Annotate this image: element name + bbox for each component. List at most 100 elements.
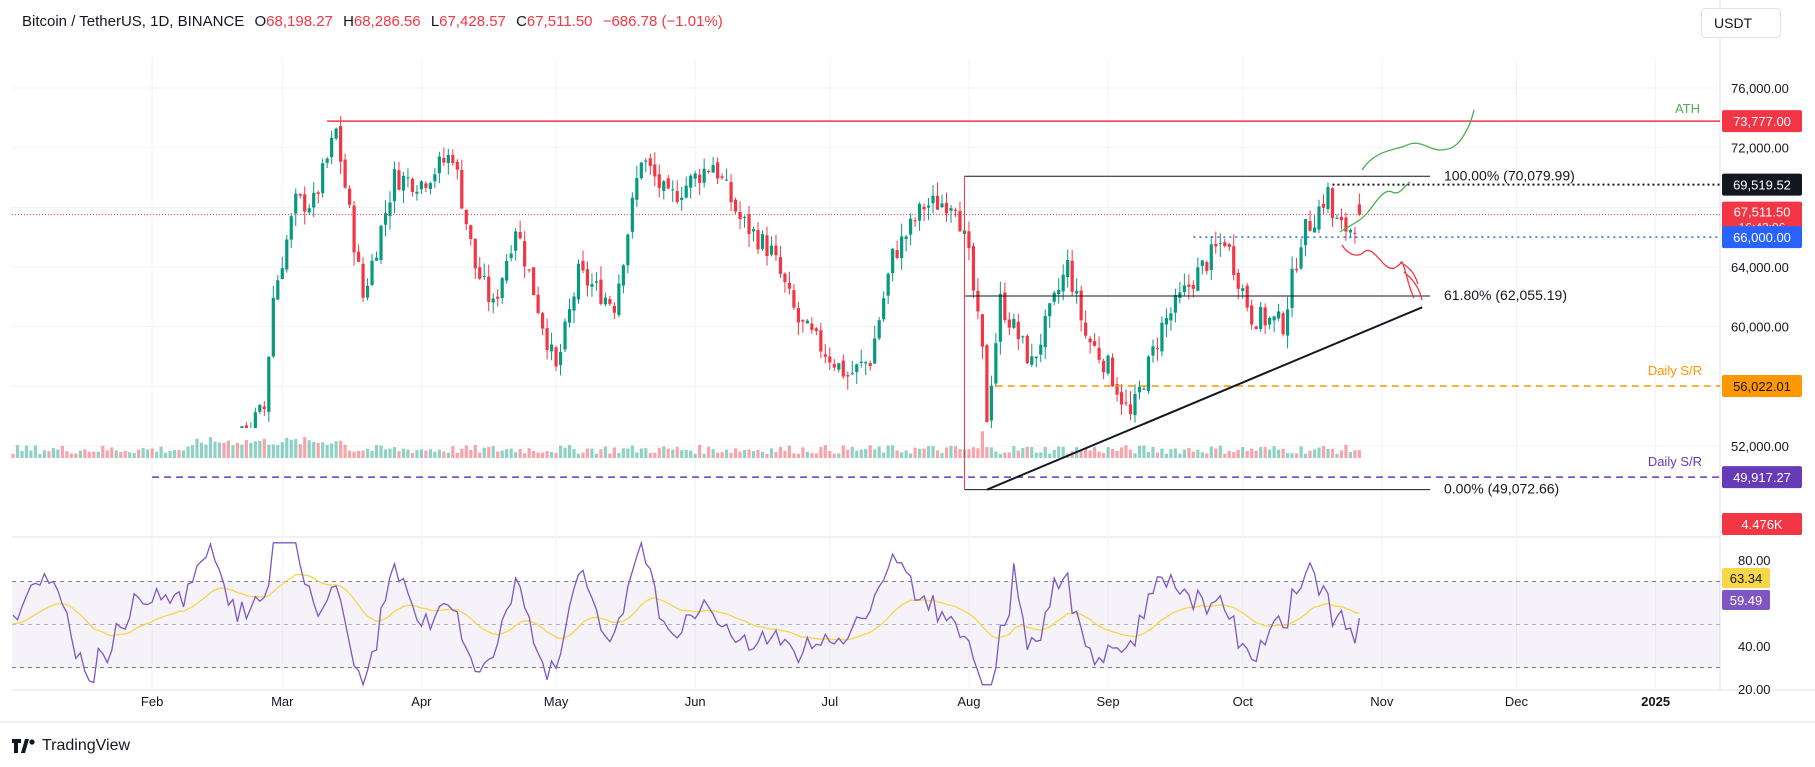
- candle-body: [617, 283, 621, 316]
- volume-bar: [900, 452, 904, 458]
- volume-bar: [626, 448, 630, 458]
- volume-bar: [249, 442, 253, 458]
- ascending-trendline: [986, 306, 1423, 491]
- volume-bar: [1110, 448, 1115, 458]
- volume-bar: [675, 446, 679, 458]
- volume-bar: [882, 452, 886, 458]
- volume-bar: [222, 442, 226, 458]
- candle-body: [240, 426, 244, 428]
- volume-bar: [1097, 451, 1101, 458]
- candle-body: [590, 284, 594, 287]
- volume-bar: [846, 449, 850, 458]
- volume-bar: [213, 441, 217, 458]
- volume-bar: [868, 445, 872, 458]
- candle-body: [648, 158, 652, 166]
- volume-bar: [1191, 451, 1195, 458]
- volume-bar: [289, 439, 293, 458]
- volume-bar: [935, 450, 940, 458]
- volume-bar: [765, 453, 769, 458]
- candle-body: [922, 206, 926, 210]
- candle-body: [415, 191, 419, 194]
- volume-bar: [590, 448, 594, 458]
- volume-bar: [258, 440, 262, 458]
- candle-body: [464, 209, 468, 225]
- volume-bar: [554, 452, 558, 458]
- candle-body: [527, 269, 531, 271]
- candle-body: [1066, 260, 1070, 278]
- volume-bar: [1299, 446, 1303, 458]
- price-tags: 73,777.0069,519.5267,511.5016:42:0666,00…: [1722, 110, 1802, 535]
- volume-bar: [1254, 450, 1258, 458]
- volume-bar: [545, 451, 549, 458]
- candle-body: [1312, 227, 1317, 233]
- volume-bar: [1030, 447, 1034, 458]
- volume-bar: [895, 450, 899, 458]
- candle-body: [599, 279, 603, 305]
- volume-bar: [146, 449, 150, 458]
- candle-body: [698, 174, 702, 183]
- candle-body: [724, 179, 729, 181]
- volume-bar: [998, 453, 1002, 458]
- volume-bar: [267, 444, 271, 458]
- candle-body: [958, 211, 962, 232]
- volume-bar: [1236, 449, 1240, 458]
- candle-body: [1133, 393, 1137, 416]
- candle-body: [846, 375, 850, 377]
- volume-bar: [119, 451, 123, 458]
- candle-body: [478, 267, 482, 279]
- volume-bar: [1272, 446, 1276, 458]
- candle-body: [1021, 336, 1025, 338]
- candle-body: [913, 220, 917, 222]
- close-value: 67,511.50: [526, 13, 593, 30]
- volume-bar: [913, 447, 917, 458]
- volume-bar: [742, 449, 747, 458]
- candle-body: [1339, 216, 1344, 221]
- volume-bar: [1155, 452, 1160, 458]
- candle-body: [374, 257, 379, 261]
- volume-bar: [92, 451, 96, 458]
- volume-bar: [792, 453, 796, 458]
- rsi-indicator: 80.00 40.00 20.00 63.34 59.49: [12, 540, 1771, 697]
- candle-body: [536, 294, 540, 313]
- volume-bar: [379, 445, 383, 458]
- volume-bar: [482, 447, 486, 458]
- volume-bar: [751, 451, 756, 458]
- volume-bar: [65, 451, 69, 458]
- time-axis-tick: Aug: [957, 694, 980, 709]
- volume-bar: [101, 445, 105, 458]
- volume-bar: [401, 448, 406, 458]
- volume-bar: [585, 448, 590, 458]
- candle-body: [639, 162, 643, 179]
- volume-bar: [1285, 453, 1290, 458]
- candle-body: [711, 165, 715, 173]
- symbol-name[interactable]: Bitcoin / TetherUS, 1D, BINANCE: [22, 13, 245, 30]
- tradingview-branding[interactable]: TradingView: [12, 737, 130, 755]
- volume-bar: [1214, 448, 1218, 458]
- volume-bar: [1169, 449, 1173, 458]
- volume-bar: [1173, 448, 1177, 458]
- volume-bar: [428, 449, 432, 458]
- candle-body: [635, 178, 639, 200]
- candle-body: [1182, 285, 1186, 293]
- volume-bar: [455, 452, 459, 458]
- volume-bar: [96, 451, 100, 458]
- candle-body: [469, 225, 473, 239]
- volume-bar: [1093, 446, 1097, 458]
- volume-bar: [958, 449, 962, 458]
- volume-bar: [702, 453, 706, 458]
- candle-body: [837, 363, 841, 370]
- ath-tag: 73,777.00: [1733, 114, 1791, 129]
- projection-down-short: [1341, 244, 1415, 299]
- candle-body: [1061, 274, 1065, 292]
- currency-button[interactable]: USDT: [1701, 8, 1781, 38]
- candle-body: [738, 212, 742, 220]
- candle-body: [733, 199, 738, 212]
- volume-bar: [707, 446, 711, 458]
- volume-bar: [612, 447, 616, 458]
- volume-bar: [1303, 453, 1308, 458]
- candle-body: [859, 361, 863, 363]
- rsi-line: [12, 540, 1361, 687]
- volume-bar: [1277, 449, 1281, 458]
- candle-body: [267, 356, 271, 412]
